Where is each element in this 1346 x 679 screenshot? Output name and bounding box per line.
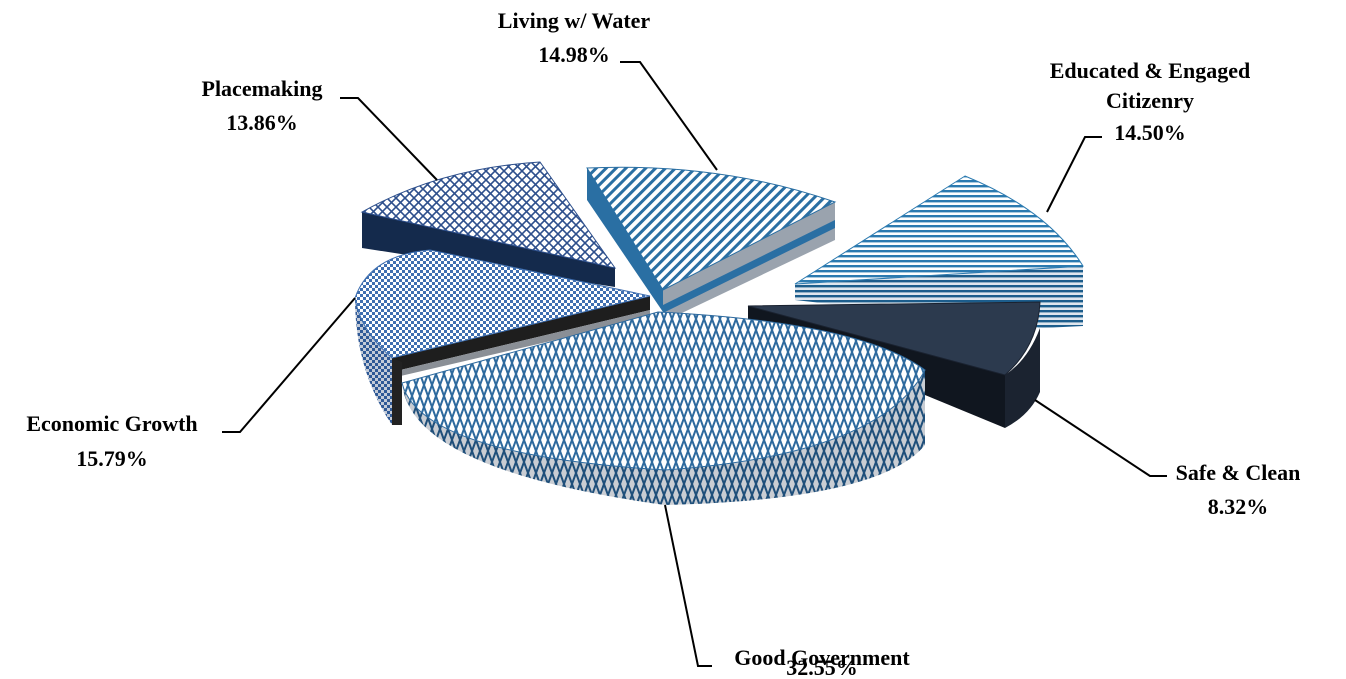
slice-living-water-top <box>586 166 837 291</box>
leader-living-water <box>620 61 718 171</box>
slice-safe-clean-top <box>747 301 1041 376</box>
leader-safe-clean <box>1034 399 1167 477</box>
leader-educated-citizenry <box>1046 136 1102 213</box>
slice-living-water[interactable] <box>586 166 837 322</box>
slice-educated-citizenry-top <box>794 175 1084 285</box>
label-economic-growth-name: Economic Growth <box>26 411 197 436</box>
leader-placemaking <box>340 97 438 181</box>
label-good-government-name: Good Government <box>734 645 910 670</box>
slice-living-water-side-a <box>587 168 663 312</box>
label-educated-citizenry-value: 14.50% <box>1114 120 1186 145</box>
slice-economic-growth-cut-light <box>392 310 650 378</box>
slice-placemaking-side <box>362 212 615 287</box>
leader-economic-growth <box>222 297 356 433</box>
slice-economic-growth-top <box>354 249 651 359</box>
label-safe-clean-name: Safe & Clean <box>1176 460 1301 485</box>
label-good-government-value: 32.55% <box>786 655 858 679</box>
slice-living-water-side-b <box>663 202 835 322</box>
label-educated-citizenry-name-line1: Educated & Engaged <box>1050 58 1250 83</box>
slice-economic-growth-side <box>355 298 392 425</box>
label-educated-citizenry-name-line2: Citizenry <box>1106 88 1194 113</box>
leader-good-government <box>664 504 712 667</box>
slice-placemaking[interactable] <box>360 161 617 287</box>
slice-living-water-stripe <box>663 220 835 313</box>
slice-good-government-top <box>401 311 926 471</box>
label-safe-clean-value: 8.32% <box>1208 494 1269 519</box>
label-economic-growth-value: 15.79% <box>76 446 148 471</box>
slice-economic-growth-edge <box>392 358 402 425</box>
slice-economic-growth-cut <box>392 296 650 372</box>
slice-good-government[interactable] <box>401 311 926 505</box>
label-placemaking-value: 13.86% <box>226 110 298 135</box>
label-living-water-name: Living w/ Water <box>498 8 651 33</box>
slice-good-government-side <box>402 370 925 505</box>
slice-placemaking-top <box>360 161 617 269</box>
slice-economic-growth[interactable] <box>354 249 651 425</box>
label-living-water-value: 14.98% <box>538 42 610 67</box>
slice-safe-clean-side-arc <box>1005 328 1040 428</box>
label-placemaking-name: Placemaking <box>202 76 323 101</box>
